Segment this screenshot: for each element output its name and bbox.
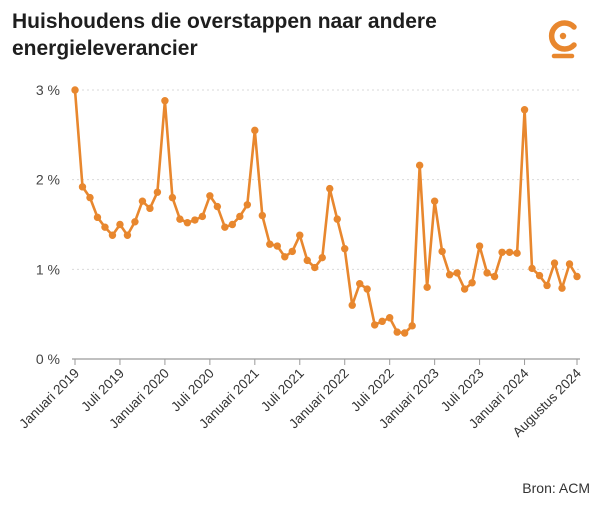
c-logo-icon — [548, 20, 577, 59]
data-point — [543, 281, 551, 290]
data-point — [176, 215, 184, 223]
data-point — [371, 321, 379, 329]
data-point — [71, 86, 79, 94]
data-point — [475, 242, 484, 250]
data-point — [483, 269, 491, 277]
data-point — [528, 264, 536, 273]
data-point — [221, 223, 229, 231]
data-point — [453, 269, 461, 277]
data-point — [206, 192, 214, 200]
data-point — [520, 106, 529, 114]
grid-lines — [72, 89, 580, 360]
data-point — [326, 184, 334, 193]
data-point — [161, 97, 169, 105]
data-point — [288, 247, 296, 256]
data-point — [430, 197, 439, 205]
data-point — [123, 231, 132, 239]
data-point — [108, 231, 117, 239]
data-point — [408, 322, 416, 330]
data-point — [535, 271, 544, 280]
data-point — [348, 301, 356, 309]
data-point — [153, 188, 162, 196]
y-tick-label: 1 % — [36, 261, 60, 277]
data-point — [116, 220, 124, 229]
data-point — [318, 253, 326, 262]
data-point — [565, 260, 574, 268]
data-point — [243, 201, 252, 209]
data-point — [363, 285, 371, 293]
y-tick-label: 2 % — [36, 172, 60, 188]
data-point — [438, 247, 446, 256]
data-point — [198, 212, 207, 221]
data-point — [513, 249, 521, 257]
data-point — [498, 248, 506, 256]
data-point — [573, 272, 581, 281]
data-point — [468, 279, 476, 287]
data-point — [445, 271, 454, 279]
data-point — [415, 161, 424, 170]
data-point — [356, 279, 364, 288]
data-point — [251, 126, 259, 135]
data-point — [378, 317, 386, 326]
data-point — [266, 240, 274, 248]
source-note: Bron: ACM — [522, 480, 590, 496]
chart-title: Huishoudens die overstappen naar andere … — [12, 10, 437, 60]
data-point — [490, 272, 499, 281]
data-point — [423, 283, 431, 291]
data-point — [228, 220, 237, 229]
data-point — [191, 216, 199, 224]
y-tick-label: 0 % — [36, 351, 60, 367]
data-point — [168, 193, 177, 202]
data-points — [71, 86, 581, 337]
data-point — [258, 211, 267, 220]
data-point — [101, 223, 109, 231]
data-point — [296, 231, 304, 239]
x-tick-label: Januari 2019 — [16, 366, 82, 432]
data-point — [93, 213, 102, 222]
data-point — [183, 219, 192, 227]
data-point — [138, 197, 147, 205]
data-point — [505, 248, 514, 256]
data-point — [281, 253, 289, 261]
data-point — [550, 259, 559, 267]
data-point — [311, 263, 319, 272]
data-point — [393, 328, 401, 336]
data-point — [78, 183, 87, 191]
data-point — [400, 329, 409, 337]
data-point — [303, 256, 311, 265]
data-point — [213, 202, 222, 211]
data-point — [558, 284, 566, 292]
data-point — [273, 242, 281, 250]
data-point — [333, 215, 341, 223]
data-point — [341, 245, 349, 253]
data-point — [146, 204, 154, 213]
y-axis: 0 % 1 % 2 % 3 % — [36, 82, 60, 367]
data-point — [236, 212, 244, 221]
y-tick-label: 3 % — [36, 82, 60, 98]
data-point — [131, 218, 139, 226]
data-point — [86, 193, 94, 202]
data-point — [460, 285, 469, 293]
data-point — [385, 314, 394, 322]
